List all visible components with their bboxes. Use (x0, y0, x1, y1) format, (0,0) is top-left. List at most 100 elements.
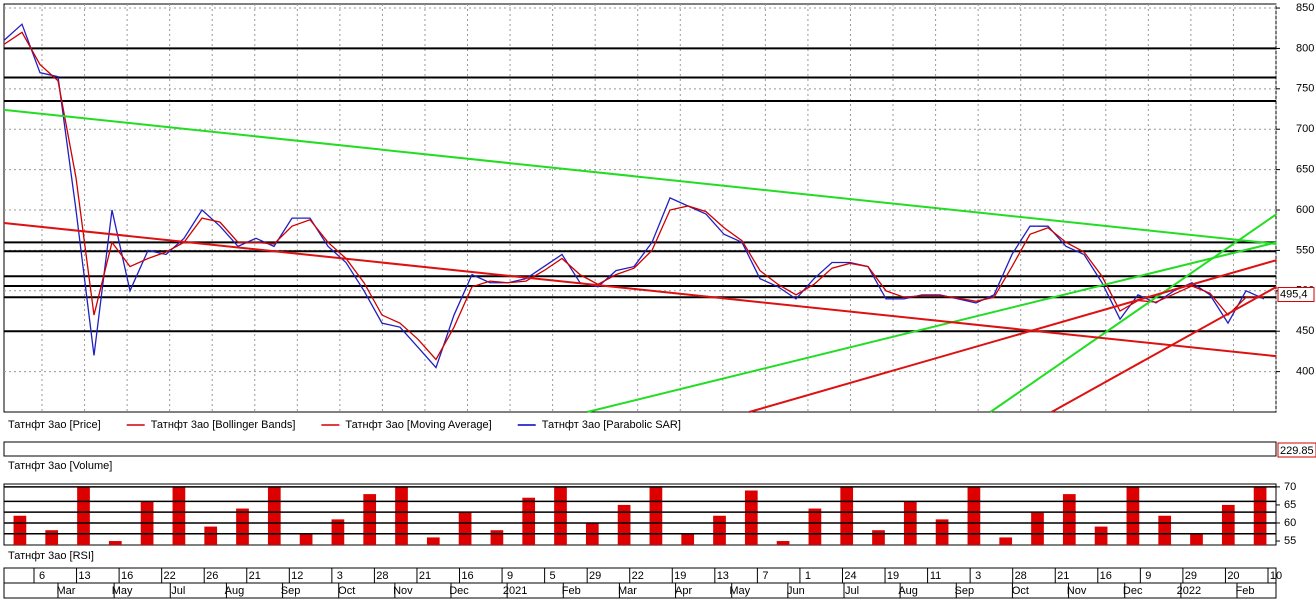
rsi-bar (236, 508, 249, 545)
day-label: 28 (376, 570, 388, 582)
legend-label: Татнфт 3ао [Bollinger Bands] (151, 419, 296, 431)
y-tick-label: 550 (1296, 244, 1314, 256)
rsi-bar (999, 537, 1013, 545)
rsi-bar (426, 537, 440, 545)
month-label: May (112, 585, 133, 597)
volume-panel (3, 441, 1277, 457)
day-label: 29 (1185, 570, 1197, 582)
month-label: Feb (1236, 585, 1255, 597)
volume-value-box (1277, 442, 1316, 458)
rsi-bar (1031, 512, 1044, 545)
legend-label: Татнфт 3ао [Parabolic SAR] (542, 419, 681, 431)
month-label: Sep (281, 585, 301, 597)
rsi-bar (108, 541, 122, 545)
rsi-bar (522, 497, 536, 545)
y-tick-label: 450 (1296, 325, 1314, 337)
rsi-bar (77, 486, 90, 545)
month-label: May (729, 585, 750, 597)
rsi-bar (299, 533, 313, 545)
day-label: 29 (589, 570, 601, 582)
y-tick-label: 60 (1284, 517, 1296, 529)
y-tick-label: 650 (1296, 164, 1314, 176)
rsi-bar (1126, 486, 1140, 545)
y-tick-label: 70 (1284, 481, 1296, 493)
price-line (3, 31, 1264, 361)
y-tick-label: 55 (1284, 535, 1296, 547)
day-label: 22 (632, 570, 644, 582)
month-label: Aug (898, 585, 918, 597)
y-tick-label: 600 (1296, 204, 1314, 216)
rsi-bar (172, 486, 186, 545)
legend-label: Татнфт 3ао [Price] (8, 419, 101, 431)
day-label: 26 (206, 570, 218, 582)
rsi-bar (776, 541, 790, 545)
day-label: 7 (762, 570, 768, 582)
y-tick-label: 850 (1296, 2, 1314, 14)
last-value-label: 495,4 (1280, 288, 1308, 300)
day-label: 16 (121, 570, 133, 582)
day-label: 9 (507, 570, 513, 582)
day-label: 11 (930, 570, 941, 582)
day-label: 12 (291, 570, 303, 582)
rsi-bar (808, 508, 822, 545)
month-label: Nov (1067, 585, 1087, 597)
trend-line (748, 259, 1277, 413)
day-label: 13 (78, 570, 90, 582)
legend-label: Татнфт 3ао [Moving Average] (345, 419, 491, 431)
month-label: Dec (449, 585, 469, 597)
day-label: 10 (1270, 570, 1282, 582)
month-label: 2021 (503, 585, 527, 597)
rsi-bar (1253, 486, 1267, 545)
month-label: 2022 (1177, 585, 1201, 597)
rsi-bar (1094, 526, 1108, 545)
y-tick-label: 800 (1296, 42, 1314, 54)
day-label: 6 (39, 570, 45, 582)
day-label: 13 (717, 570, 729, 582)
month-label: Jul (845, 585, 859, 597)
day-label: 16 (461, 570, 473, 582)
rsi-bar (395, 486, 408, 545)
month-label: Jun (787, 585, 805, 597)
y-tick-label: 700 (1296, 123, 1314, 135)
day-label: 19 (887, 570, 899, 582)
month-label: Jul (171, 585, 185, 597)
rsi-panel (3, 483, 1277, 546)
rsi-bar (490, 530, 504, 545)
month-label: Mar (57, 585, 76, 597)
day-label: 16 (1100, 570, 1112, 582)
rsi-bar (617, 504, 631, 545)
month-label: Oct (338, 585, 355, 597)
y-tick-label: 750 (1296, 83, 1314, 95)
trend-line (989, 213, 1278, 413)
rsi-bar (331, 519, 345, 545)
month-label: Feb (562, 585, 581, 597)
trend-line (3, 221, 1277, 358)
rsi-bar (872, 530, 885, 545)
day-label: 21 (1057, 570, 1069, 582)
y-tick-label: 65 (1284, 499, 1296, 511)
day-label: 5 (550, 570, 556, 582)
rsi-bar (13, 515, 27, 545)
day-label: 20 (1227, 570, 1239, 582)
trend-line (1051, 285, 1278, 413)
rsi-bar (363, 494, 377, 545)
rsi-bar (967, 486, 981, 545)
rsi-bar (840, 486, 854, 545)
rsi-bar (554, 486, 567, 545)
day-label: 22 (164, 570, 176, 582)
trend-line (586, 241, 1277, 413)
rsi-bar (1190, 533, 1203, 545)
volume-title: Татнфт 3ао [Volume] (8, 460, 112, 472)
y-tick-label: 400 (1296, 366, 1314, 378)
trend-line (3, 108, 1277, 245)
rsi-bar (713, 515, 726, 545)
month-label: Apr (675, 585, 692, 597)
day-label: 24 (844, 570, 856, 582)
rsi-title: Татнфт 3ао [RSI] (8, 550, 94, 562)
month-label: Aug (225, 585, 245, 597)
day-label: 3 (337, 570, 343, 582)
day-label: 19 (674, 570, 686, 582)
day-label: 9 (1145, 570, 1151, 582)
rsi-bar (45, 530, 59, 545)
